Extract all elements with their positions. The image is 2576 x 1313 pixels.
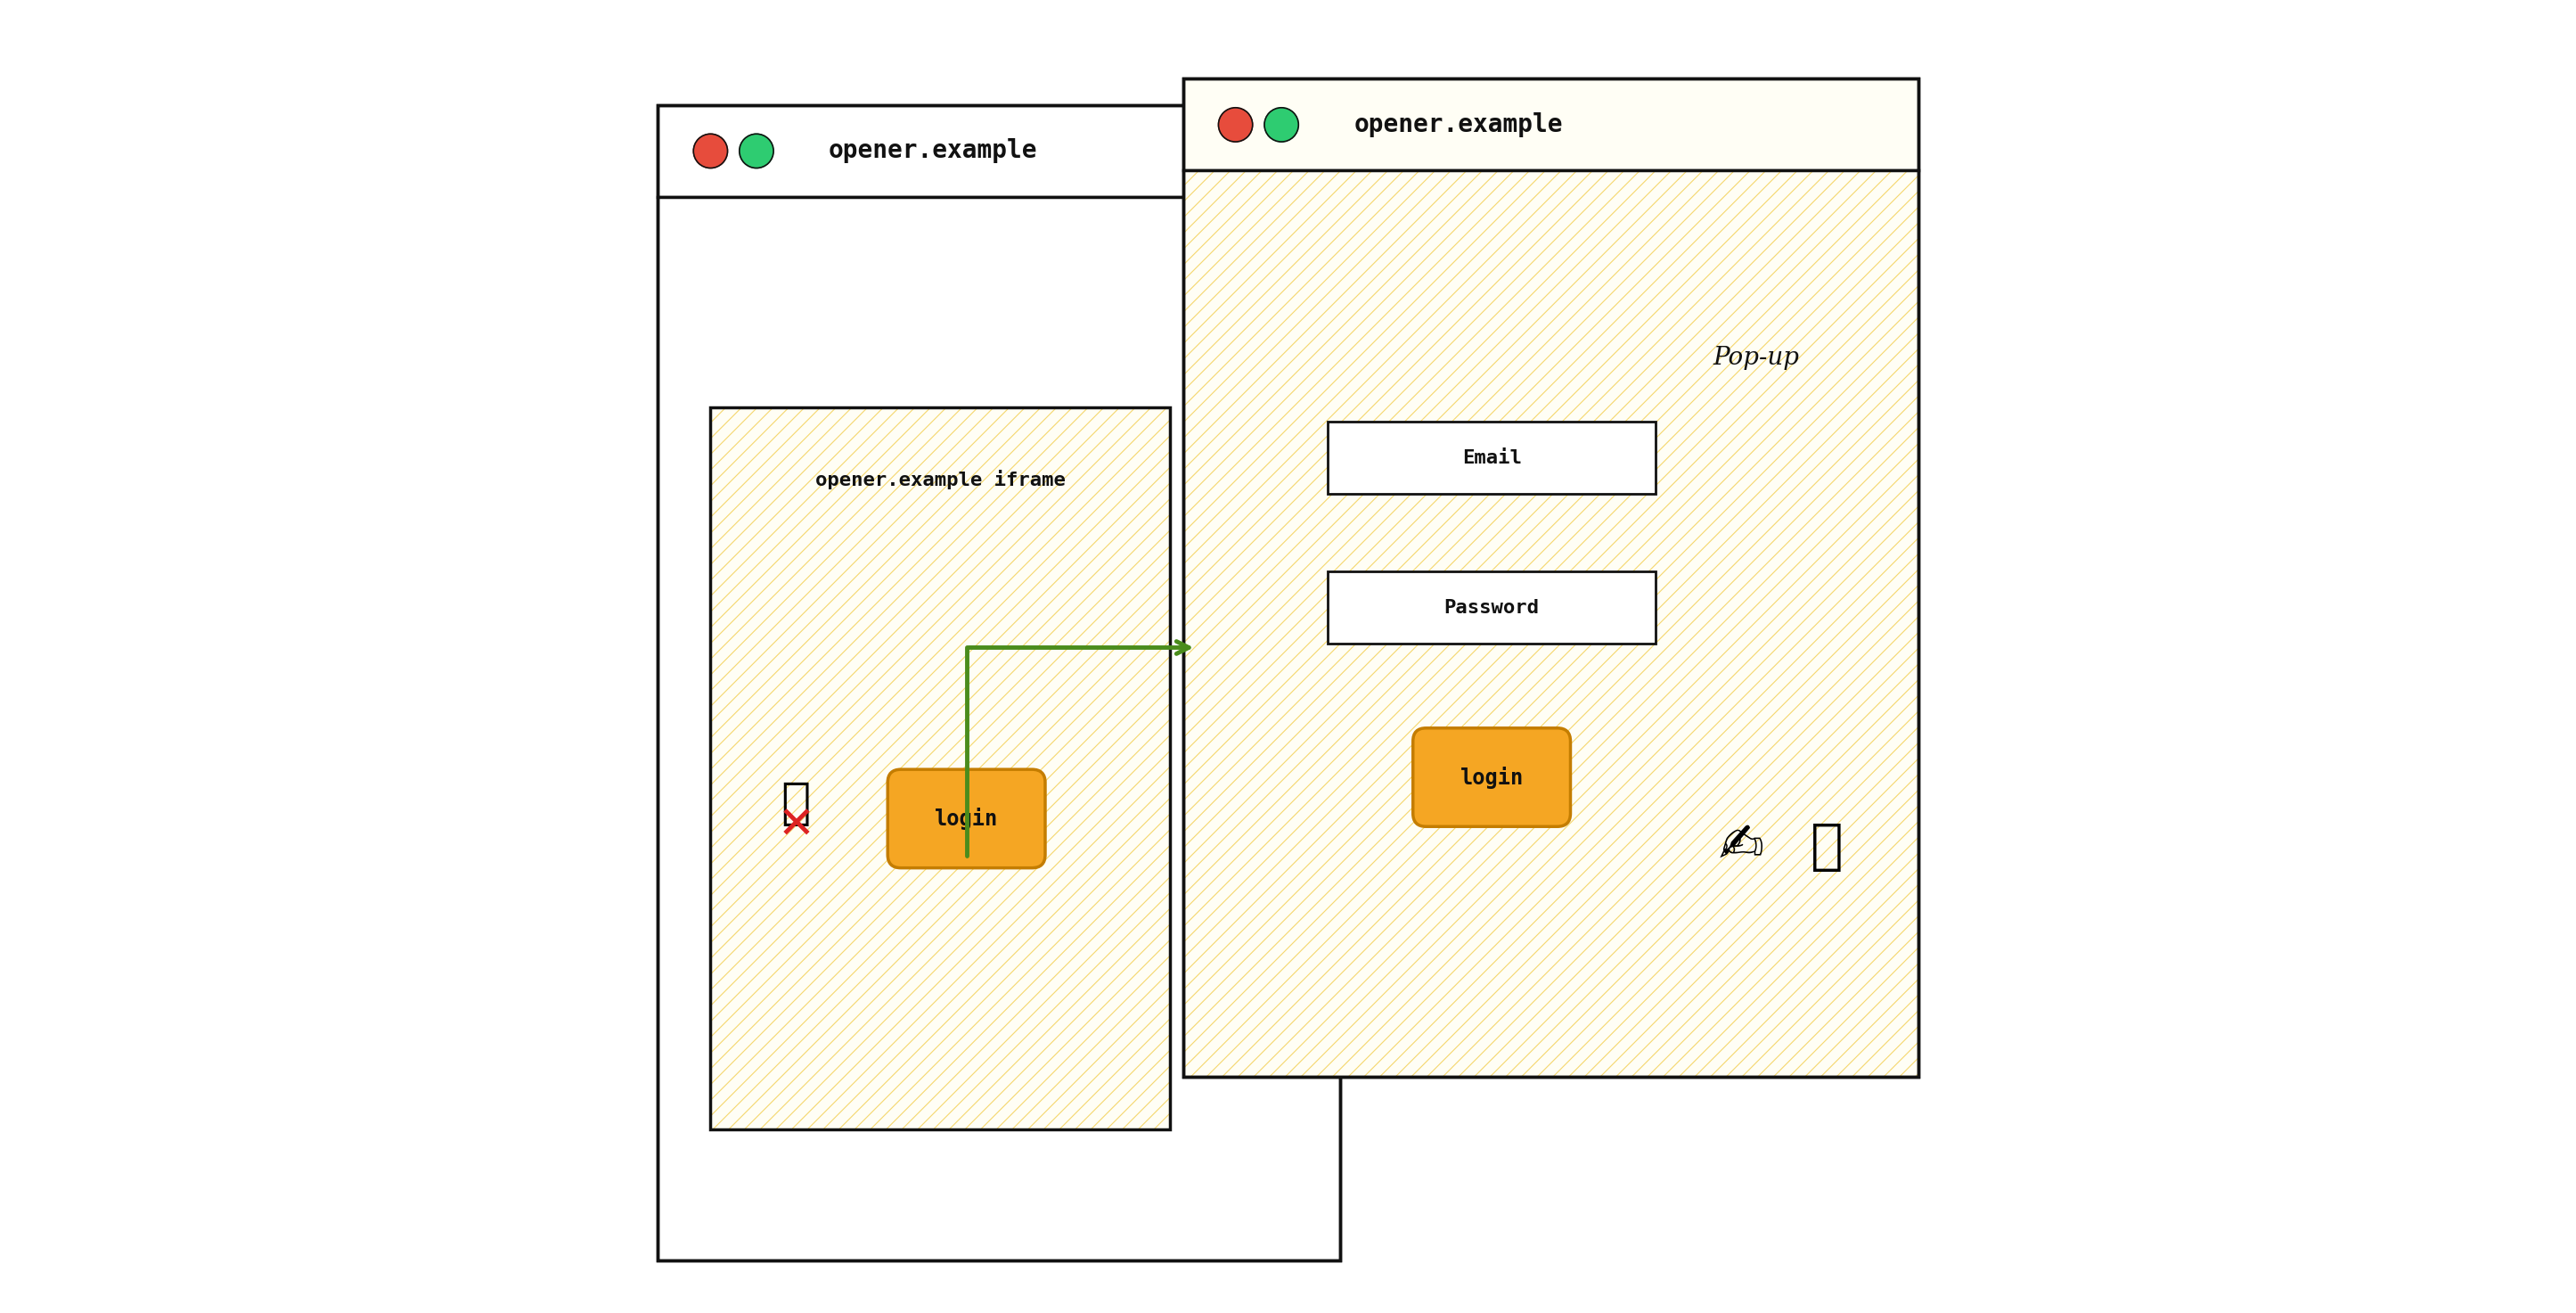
- Text: Email: Email: [1463, 449, 1522, 467]
- Text: login: login: [1461, 767, 1522, 788]
- Text: 🍪: 🍪: [781, 780, 811, 829]
- FancyBboxPatch shape: [657, 105, 1340, 197]
- FancyBboxPatch shape: [1327, 421, 1656, 494]
- Circle shape: [1218, 108, 1252, 142]
- Circle shape: [693, 134, 726, 168]
- FancyBboxPatch shape: [889, 769, 1046, 868]
- Text: login: login: [935, 807, 997, 830]
- Text: opener.example: opener.example: [1352, 112, 1564, 138]
- Text: Pop-up: Pop-up: [1713, 347, 1801, 370]
- Circle shape: [739, 134, 773, 168]
- FancyBboxPatch shape: [1182, 79, 1919, 171]
- FancyBboxPatch shape: [1327, 571, 1656, 643]
- FancyBboxPatch shape: [1414, 729, 1571, 827]
- Circle shape: [1265, 108, 1298, 142]
- Text: opener.example: opener.example: [829, 138, 1038, 164]
- FancyBboxPatch shape: [657, 197, 1340, 1260]
- Text: Password: Password: [1445, 599, 1540, 617]
- FancyBboxPatch shape: [1182, 171, 1919, 1077]
- Text: 🍪: 🍪: [1811, 821, 1844, 873]
- Text: ✍️: ✍️: [1718, 821, 1765, 873]
- FancyBboxPatch shape: [711, 407, 1170, 1129]
- Text: ✕: ✕: [778, 805, 814, 847]
- Text: opener.example iframe: opener.example iframe: [814, 470, 1066, 488]
